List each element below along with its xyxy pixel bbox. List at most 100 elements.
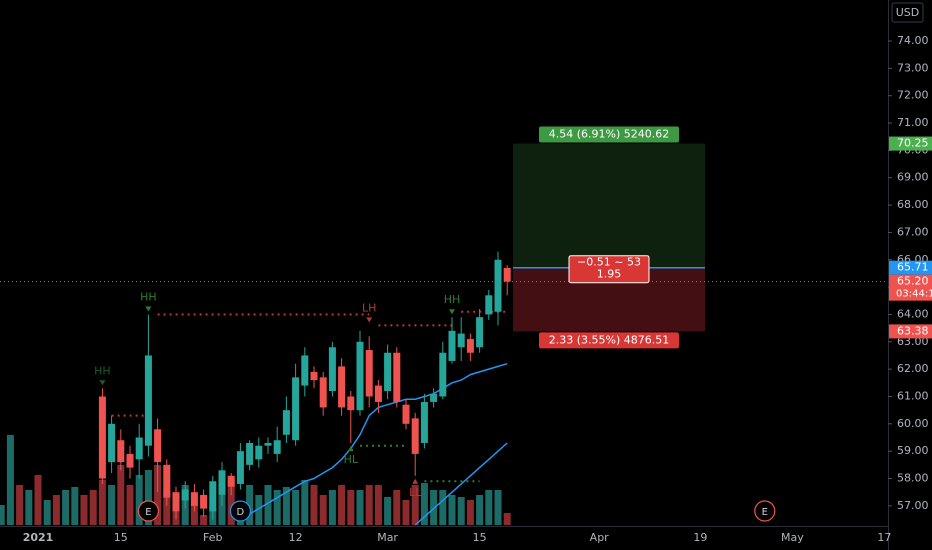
x-tick-label: 15 — [114, 531, 128, 544]
volume-bar — [98, 480, 106, 525]
pivot-marker — [412, 478, 419, 484]
volume-bar — [200, 515, 208, 525]
candle-body — [494, 259, 502, 312]
y-tick-label: 73.00 — [897, 61, 929, 74]
candle-body — [135, 437, 143, 460]
y-tick-label: 64.00 — [897, 307, 929, 320]
candle-body — [402, 404, 410, 424]
event-label: E — [145, 507, 151, 518]
candle-body — [282, 410, 290, 435]
volume-bar — [282, 487, 290, 525]
volume-bar — [135, 475, 143, 525]
candle-body — [301, 355, 309, 386]
candle-body — [273, 440, 281, 454]
volume-bar — [301, 480, 309, 525]
candle-body — [374, 385, 382, 402]
x-tick-label: May — [781, 531, 804, 544]
volume-bar — [365, 485, 373, 525]
candle-body — [310, 371, 318, 381]
volume-bar — [347, 490, 355, 525]
y-tick-label: 57.00 — [897, 499, 929, 512]
y-tick-label: 68.00 — [897, 198, 929, 211]
currency: USD — [896, 6, 920, 19]
price-tag-label: 65.20 — [897, 275, 929, 288]
y-tick-label: 62.00 — [897, 362, 929, 375]
x-tick-label: 12 — [289, 531, 303, 544]
volume-bar — [190, 505, 198, 525]
center-label: 1.95 — [597, 268, 622, 281]
pivot-marker — [347, 445, 354, 451]
volume-bar — [71, 487, 79, 525]
volume-bar — [43, 500, 51, 525]
price-tag-label: 70.25 — [897, 137, 929, 150]
volume-bar — [430, 490, 438, 525]
center-label-box — [568, 255, 650, 284]
candle-body — [503, 267, 511, 282]
volume-bar — [485, 490, 493, 525]
volume-bar — [218, 495, 226, 525]
candle-body — [411, 418, 419, 454]
volume-bar — [439, 490, 447, 525]
candle-body — [108, 423, 116, 463]
candle-body — [264, 442, 272, 446]
candle-body — [117, 440, 125, 463]
profit-label: 4.54 (6.91%) 5240.62 — [549, 128, 670, 141]
price-tag-label: 65.71 — [897, 261, 929, 274]
volume-bar — [227, 480, 235, 525]
pivot-label: HL — [344, 453, 359, 466]
moving-average — [414, 442, 508, 526]
event-label: E — [762, 507, 768, 518]
volume-bar — [310, 485, 318, 525]
volume-bar — [292, 490, 300, 525]
pivot-marker — [145, 306, 152, 312]
candle-body — [356, 341, 364, 411]
y-tick-label: 58.00 — [897, 472, 929, 485]
center-label: −0.51 ~ 53 — [577, 256, 641, 269]
pivot-label: HH — [444, 293, 461, 306]
candle-body — [227, 475, 235, 487]
loss-label-box — [539, 332, 679, 349]
volume-bar — [52, 495, 60, 525]
volume-bar — [328, 490, 336, 525]
event-marker[interactable] — [137, 500, 159, 522]
volume-bar — [154, 465, 162, 525]
x-tick-label: 15 — [473, 531, 487, 544]
volume-bar — [319, 495, 327, 525]
candle-body — [218, 470, 226, 495]
y-tick-label: 71.00 — [897, 116, 929, 129]
volume-bar — [476, 495, 484, 525]
volume-bar — [420, 483, 428, 525]
y-tick-label: 61.00 — [897, 389, 929, 402]
volume-bar — [448, 495, 456, 525]
event-marker[interactable] — [754, 500, 776, 522]
candle-body — [246, 442, 254, 465]
event-marker[interactable] — [229, 500, 251, 522]
volume-bar — [117, 465, 125, 525]
candle-body — [292, 377, 300, 441]
y-tick-label: 60.00 — [897, 417, 929, 430]
price-tag — [889, 136, 932, 151]
volume-bar — [356, 490, 364, 525]
profit-zone — [513, 143, 705, 268]
price-tag — [889, 260, 932, 275]
volume-bar — [89, 490, 97, 525]
volume-bar — [255, 495, 263, 525]
pivot-marker — [449, 309, 455, 315]
pivot-label: HH — [140, 290, 157, 303]
y-tick-label: 69.00 — [897, 171, 929, 184]
candle-body — [200, 494, 208, 509]
volume-bar — [466, 500, 474, 525]
pivot-marker — [366, 317, 373, 323]
pivot-label: LL — [409, 486, 422, 499]
candle-body — [393, 352, 401, 402]
candle-body — [420, 401, 428, 443]
candle-body — [98, 396, 106, 479]
y-tick-label: 67.00 — [897, 225, 929, 238]
volume-bar — [6, 435, 14, 525]
currency-box[interactable] — [891, 2, 924, 23]
volume-bar — [393, 490, 401, 525]
y-tick-label: 72.00 — [897, 89, 929, 102]
